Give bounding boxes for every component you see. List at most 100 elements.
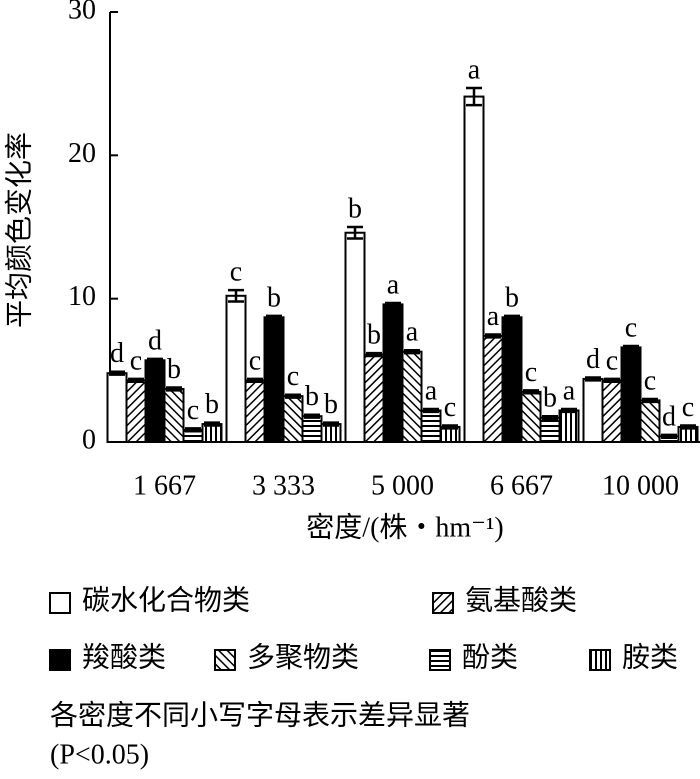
legend-swatch — [429, 649, 451, 671]
error-bar — [604, 377, 620, 384]
bar — [639, 399, 661, 443]
error-bar — [442, 424, 458, 430]
significance-letter: b — [267, 282, 281, 313]
error-bar — [109, 370, 125, 376]
x-tick-label: 3 333 — [252, 470, 315, 501]
bar — [201, 423, 223, 444]
y-tick-label: 20 — [68, 138, 96, 169]
x-tick-label: 10 000 — [602, 470, 679, 501]
bar — [244, 379, 266, 444]
bar — [282, 395, 304, 443]
error-bar — [147, 357, 163, 363]
legend-label: 胺类 — [622, 641, 678, 673]
bar — [125, 379, 147, 444]
y-tick-label: 30 — [68, 0, 96, 25]
bar — [363, 353, 385, 444]
significance-letter: d — [586, 344, 600, 375]
error-bar — [385, 301, 401, 308]
x-tick-label: 6 667 — [490, 470, 553, 501]
error-bar — [561, 407, 577, 414]
significance-letter: a — [487, 301, 500, 332]
note: (P<0.05) — [50, 739, 149, 770]
legend-swatch — [589, 649, 611, 671]
bar — [501, 316, 523, 443]
legend-swatch — [214, 649, 236, 671]
legend-label: 羧酸类 — [82, 641, 166, 673]
error-bar — [128, 377, 144, 384]
error-bar — [366, 351, 382, 358]
significance-letter: c — [644, 365, 656, 396]
x-tick-label: 5 000 — [371, 470, 434, 501]
significance-letter: c — [249, 345, 261, 376]
significance-letter: c — [130, 345, 142, 376]
error-bar — [523, 389, 539, 395]
legend-label: 多聚物类 — [247, 641, 359, 673]
bar — [163, 387, 185, 444]
significance-letter: b — [324, 389, 338, 420]
error-bar — [185, 427, 201, 433]
significance-letter: b — [348, 193, 362, 224]
significance-letter: b — [367, 320, 381, 351]
y-tick-label: 10 — [68, 281, 96, 312]
significance-letter: d — [110, 338, 124, 369]
legend-swatch — [432, 592, 454, 614]
error-bar — [404, 349, 420, 355]
significance-letter: b — [505, 282, 519, 313]
bar — [463, 95, 485, 443]
significance-letter: c — [230, 256, 242, 287]
error-bar — [485, 333, 501, 339]
x-axis-label: 密度/(株・hm⁻¹) — [306, 511, 503, 543]
significance-letter: d — [148, 325, 162, 356]
error-bar — [661, 433, 677, 439]
bar — [344, 231, 366, 443]
error-bar — [347, 225, 363, 240]
error-bar — [285, 393, 301, 399]
significance-letter: a — [387, 269, 400, 300]
significance-letter: c — [525, 357, 537, 388]
error-bar — [466, 86, 482, 107]
bar — [106, 372, 128, 444]
error-bar — [204, 421, 220, 427]
bar — [601, 379, 623, 444]
bar — [144, 359, 166, 443]
bar — [620, 346, 642, 443]
significance-letter: c — [606, 345, 618, 376]
y-axis-label: 平均颜色变化率 — [3, 132, 35, 328]
error-bar — [585, 376, 601, 382]
y-tick-label: 0 — [82, 424, 96, 455]
significance-letter: c — [625, 312, 637, 343]
x-tick-label: 1 667 — [133, 470, 196, 501]
significance-letter: a — [425, 375, 438, 406]
error-bar — [542, 414, 558, 421]
bar — [539, 416, 561, 443]
significance-letter: a — [406, 317, 419, 348]
legend-swatch — [49, 592, 71, 614]
legend-label: 氨基酸类 — [465, 584, 577, 616]
significance-letter: b — [205, 389, 219, 420]
error-bar — [623, 344, 639, 351]
significance-letter: b — [543, 383, 557, 414]
legend-label: 酚类 — [462, 641, 518, 673]
bar — [482, 334, 504, 443]
significance-letter: a — [468, 54, 481, 85]
legend-label: 碳水化合物类 — [82, 584, 250, 616]
bar — [582, 377, 604, 443]
bar — [263, 316, 285, 443]
error-bar — [680, 424, 696, 430]
error-bar — [247, 377, 263, 384]
significance-letter: c — [187, 395, 199, 426]
significance-letter: c — [287, 361, 299, 392]
error-bar — [642, 397, 658, 404]
bar — [520, 390, 542, 444]
significance-letter: c — [444, 392, 456, 423]
note: 各密度不同小写字母表示差异显著 — [50, 699, 470, 731]
significance-letter: b — [305, 381, 319, 412]
bar — [382, 303, 404, 443]
significance-letter: c — [682, 392, 694, 423]
bar — [320, 423, 342, 444]
significance-letter: d — [662, 401, 676, 432]
error-bar — [304, 413, 320, 419]
significance-letter: b — [167, 354, 181, 385]
legend-swatch — [49, 649, 71, 671]
